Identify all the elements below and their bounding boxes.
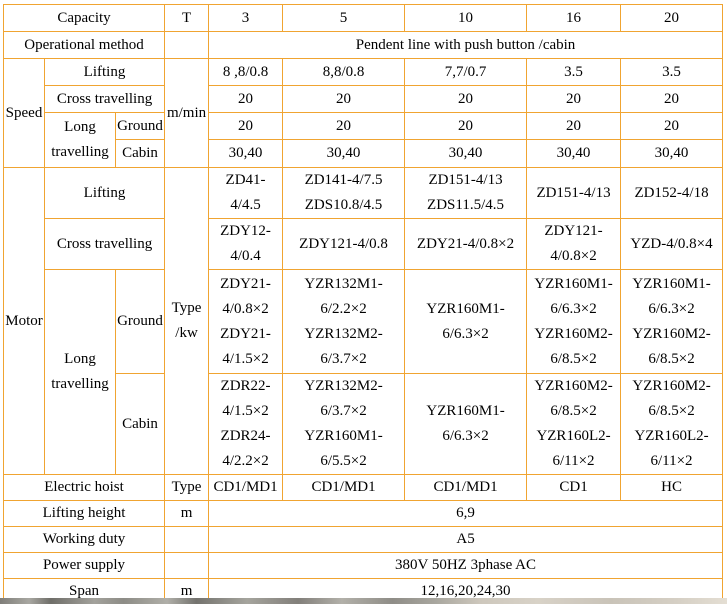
photo-edge-strip [0, 598, 727, 604]
motor-cabin-value-20t: YZR160M2- 6/8.5×2 YZR160L2- 6/11×2 [620, 373, 724, 475]
motor-lifting-value-10t: ZD151-4/13 ZDS11.5/4.5 [404, 167, 528, 219]
motor-ground-value-16t: YZR160M1- 6/6.3×2 YZR160M2- 6/8.5×2 [526, 269, 622, 374]
speed-cross-value-3t: 20 [208, 85, 284, 113]
working-duty-row: Working duty A5 [2, 526, 724, 553]
operational-method-unit [164, 31, 210, 59]
speed-ground-row: Long travelling Ground 20 20 20 20 20 [4, 112, 724, 168]
power-supply-label: Power supply [2, 552, 166, 579]
speed-cabin-row: Cabin 30,40 30,40 30,40 30,40 30,40 [4, 139, 724, 168]
motor-ground-row: Long travelling Ground ZDY21- 4/0.8×2 ZD… [4, 269, 724, 475]
working-duty-label: Working duty [2, 526, 166, 553]
speed-cabin-value-10t: 30,40 [404, 139, 528, 168]
motor-cross-row: Cross travelling ZDY12- 4/0.4 ZDY121-4/0… [4, 218, 724, 270]
lifting-height-unit: m [164, 500, 210, 527]
speed-ground-value-5t: 20 [282, 112, 406, 140]
motor-ground-label: Ground [114, 269, 166, 374]
power-supply-row: Power supply 380V 50HZ 3phase AC [2, 552, 724, 579]
working-duty-value: A5 [208, 526, 724, 553]
electric-hoist-value-5t: CD1/MD1 [282, 474, 406, 501]
speed-cross-value-10t: 20 [404, 85, 528, 113]
speed-ground-value-20t: 20 [620, 112, 724, 140]
speed-lifting-value-10t: 7,7/0.7 [404, 58, 528, 86]
capacity-value-20t: 20 [620, 4, 724, 32]
capacity-row: Capacity T 3 5 10 16 20 [2, 4, 724, 32]
electric-hoist-label: Electric hoist [2, 474, 166, 501]
operational-method-label: Operational method [2, 31, 166, 59]
speed-lifting-row: Speed Lifting m/min 8 ,8/0.8 8,8/0.8 7,7… [3, 58, 724, 168]
speed-lifting-value-3t: 8 ,8/0.8 [208, 58, 284, 86]
motor-cross-value-5t: ZDY121-4/0.8 [282, 218, 406, 270]
lifting-height-label: Lifting height [2, 500, 166, 527]
speed-unit: m/min [164, 58, 210, 168]
working-duty-unit [164, 526, 210, 553]
motor-cross-value-3t: ZDY12- 4/0.4 [208, 218, 284, 270]
speed-lifting-value-16t: 3.5 [526, 58, 622, 86]
motor-cross-value-10t: ZDY21-4/0.8×2 [404, 218, 528, 270]
speed-cabin-label: Cabin [114, 139, 166, 168]
speed-cross-label: Cross travelling [43, 85, 166, 113]
speed-long-label: Long travelling [44, 112, 116, 168]
capacity-value-10t: 10 [404, 4, 528, 32]
motor-cross-label: Cross travelling [43, 218, 166, 270]
electric-hoist-value-3t: CD1/MD1 [208, 474, 284, 501]
speed-cabin-value-16t: 30,40 [526, 139, 622, 168]
lifting-height-row: Lifting height m 6,9 [2, 500, 724, 527]
motor-cabin-value-10t: YZR160M1- 6/6.3×2 [404, 373, 528, 475]
crane-spec-table: Capacity T 3 5 10 16 20 Operational meth… [2, 4, 724, 604]
motor-lifting-value-5t: ZD141-4/7.5 ZDS10.8/4.5 [282, 167, 406, 219]
electric-hoist-value-20t: HC [620, 474, 724, 501]
motor-lifting-value-20t: ZD152-4/18 [620, 167, 724, 219]
motor-cross-value-20t: YZD-4/0.8×4 [620, 218, 724, 270]
operational-method-value: Pendent line with push button /cabin [208, 31, 724, 59]
capacity-unit: T [164, 4, 210, 32]
motor-ground-value-5t: YZR132M1- 6/2.2×2 YZR132M2- 6/3.7×2 [282, 269, 406, 374]
spec-table-container: Capacity T 3 5 10 16 20 Operational meth… [2, 4, 724, 604]
capacity-value-5t: 5 [282, 4, 406, 32]
power-supply-value: 380V 50HZ 3phase AC [208, 552, 724, 579]
motor-cabin-label: Cabin [114, 373, 166, 475]
speed-cross-value-16t: 20 [526, 85, 622, 113]
speed-lifting-value-5t: 8,8/0.8 [282, 58, 406, 86]
speed-ground-value-10t: 20 [404, 112, 528, 140]
power-supply-unit [164, 552, 210, 579]
motor-cross-value-16t: ZDY121- 4/0.8×2 [526, 218, 622, 270]
capacity-value-3t: 3 [208, 4, 284, 32]
speed-ground-value-3t: 20 [208, 112, 284, 140]
motor-lifting-value-16t: ZD151-4/13 [526, 167, 622, 219]
speed-ground-label: Ground [114, 112, 166, 140]
electric-hoist-unit: Type [164, 474, 210, 501]
motor-cabin-value-3t: ZDR22- 4/1.5×2 ZDR24- 4/2.2×2 [208, 373, 284, 475]
motor-lifting-row: Motor Lifting Type /kw ZD41- 4/4.5 ZD141… [3, 167, 724, 475]
speed-ground-value-16t: 20 [526, 112, 622, 140]
speed-lifting-label: Lifting [43, 58, 166, 86]
speed-cabin-value-20t: 30,40 [620, 139, 724, 168]
speed-cross-value-20t: 20 [620, 85, 724, 113]
speed-lifting-value-20t: 3.5 [620, 58, 724, 86]
electric-hoist-value-16t: CD1 [526, 474, 622, 501]
speed-cabin-value-5t: 30,40 [282, 139, 406, 168]
motor-cabin-value-16t: YZR160M2- 6/8.5×2 YZR160L2- 6/11×2 [526, 373, 622, 475]
speed-section-label: Speed [3, 58, 45, 168]
lifting-height-value: 6,9 [208, 500, 724, 527]
motor-lifting-label: Lifting [43, 167, 166, 219]
motor-cabin-value-5t: YZR132M2- 6/3.7×2 YZR160M1- 6/5.5×2 [282, 373, 406, 475]
electric-hoist-value-10t: CD1/MD1 [404, 474, 528, 501]
motor-ground-value-10t: YZR160M1- 6/6.3×2 [404, 269, 528, 374]
motor-ground-value-3t: ZDY21- 4/0.8×2 ZDY21- 4/1.5×2 [208, 269, 284, 374]
operational-method-row: Operational method Pendent line with pus… [2, 31, 724, 59]
motor-ground-value-20t: YZR160M1- 6/6.3×2 YZR160M2- 6/8.5×2 [620, 269, 724, 374]
motor-unit: Type /kw [164, 167, 210, 475]
speed-cross-row: Cross travelling 20 20 20 20 20 [4, 85, 724, 113]
electric-hoist-row: Electric hoist Type CD1/MD1 CD1/MD1 CD1/… [2, 474, 724, 501]
capacity-value-16t: 16 [526, 4, 622, 32]
capacity-label: Capacity [2, 4, 166, 32]
speed-cabin-value-3t: 30,40 [208, 139, 284, 168]
motor-long-label: Long travelling [44, 269, 116, 475]
motor-lifting-value-3t: ZD41- 4/4.5 [208, 167, 284, 219]
speed-cross-value-5t: 20 [282, 85, 406, 113]
motor-section-label: Motor [3, 167, 45, 475]
